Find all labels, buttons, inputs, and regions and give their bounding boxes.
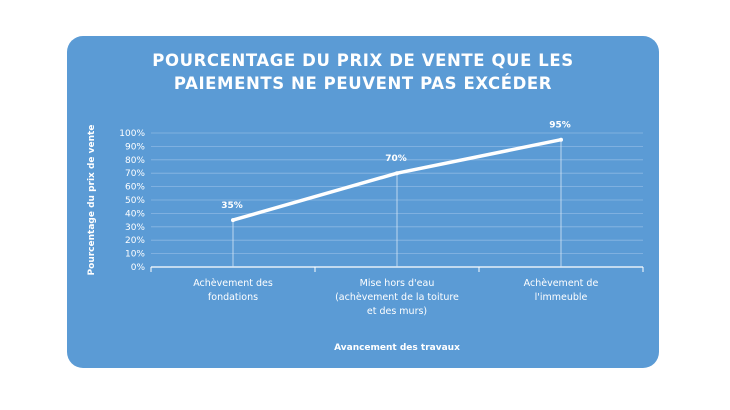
y-tick-label: 0% — [131, 263, 146, 273]
y-tick-label: 50% — [125, 196, 145, 206]
chart-title-line-2: PAIEMENTS NE PEUVENT PAS EXCÉDER — [173, 74, 553, 93]
data-point — [395, 171, 399, 176]
x-tick-label: Mise hors d'eau (achèvement de la toiture… — [335, 278, 459, 317]
y-tick-label: 40% — [125, 209, 145, 219]
data-label: 35% — [221, 201, 243, 211]
y-tick-label: 30% — [125, 223, 145, 233]
line-chart: 0% 10% 20% 30% 40% 50% 60% 70% 80% 90% 100% 35% 70% 9… — [87, 121, 644, 353]
y-tick-label: 80% — [125, 156, 145, 166]
data-point — [231, 218, 235, 223]
y-tick-label: 20% — [125, 236, 145, 246]
data-label: 95% — [549, 121, 571, 131]
y-axis-title: Pourcentage du prix de vente — [87, 125, 97, 276]
chart-title-line-1: POURCENTAGE DU PRIX DE VENTE QUE LES — [152, 51, 574, 70]
chart-card: POURCENTAGE DU PRIX DE VENTE QUE LES PAI… — [67, 36, 659, 368]
x-tick-label: Achèvement de l'immeuble — [524, 278, 599, 303]
y-tick-label: 90% — [125, 142, 145, 152]
data-point — [559, 137, 563, 142]
y-tick-label: 100% — [119, 129, 145, 139]
y-tick-label: 10% — [125, 250, 145, 260]
x-tick-label: Achèvement des fondations — [193, 278, 273, 303]
y-tick-label: 70% — [125, 169, 145, 179]
data-label: 70% — [385, 154, 407, 164]
y-tick-label: 60% — [125, 183, 145, 193]
chart-title: POURCENTAGE DU PRIX DE VENTE QUE LES PAI… — [67, 49, 659, 95]
x-axis-title: Avancement des travaux — [334, 343, 460, 353]
